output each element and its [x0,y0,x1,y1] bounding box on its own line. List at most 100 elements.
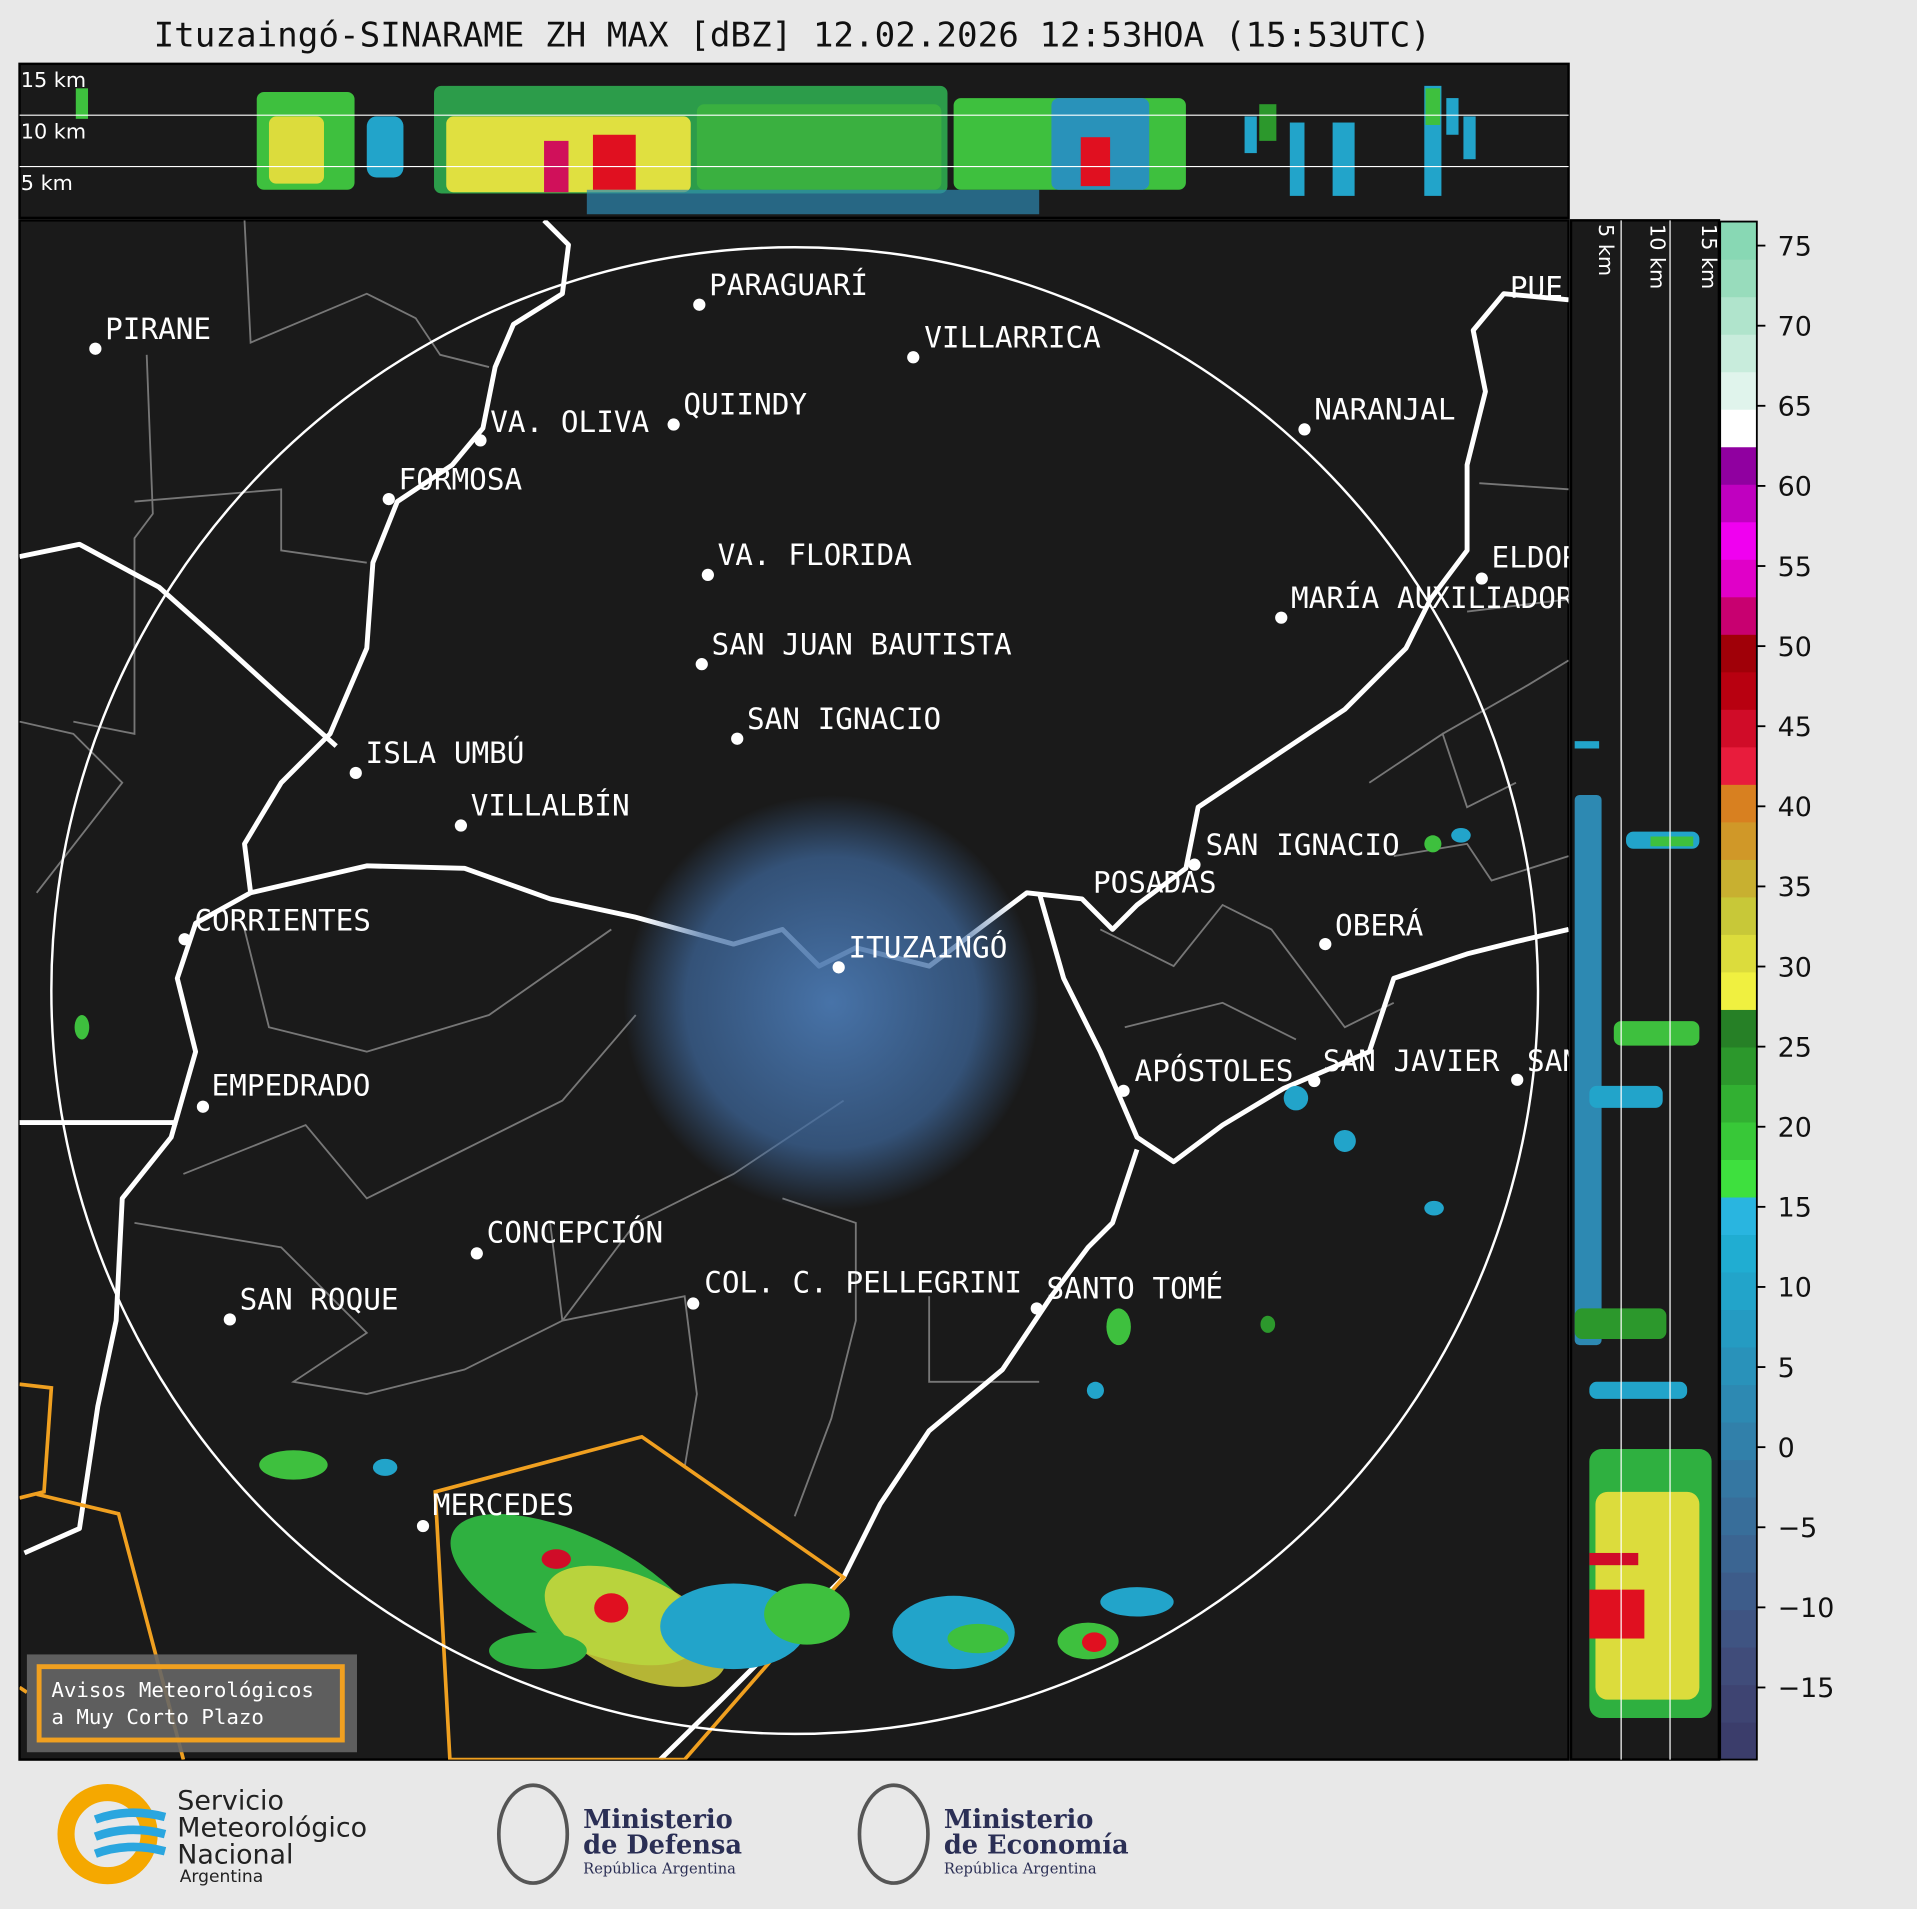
colorbar-band [1720,1421,1757,1461]
colorbar-band [1720,1009,1757,1048]
city-dot [416,1519,430,1533]
city-label: SAN [1527,1044,1580,1078]
city-label: VA. OLIVA [490,405,649,439]
city-label: PARAGUARÍ [709,267,868,302]
side-height-label: 15 km [1697,224,1721,289]
city-dot [693,298,706,311]
colorbar-band [1720,1046,1757,1085]
city-label: SAN ROQUE [240,1283,399,1317]
echoes [74,827,1471,1687]
colorbar-tick-label: 15 [1778,1193,1812,1224]
colorbar-band [1720,446,1757,485]
colorbar-band [1720,1496,1757,1536]
colorbar-band [1720,371,1757,410]
city-label: COL. C. PELLEGRINI [704,1266,1022,1300]
colorbar-band [1720,484,1757,523]
city-dot [89,342,102,355]
logo-smn: Servicio Meteorológico Nacional Argentin… [57,1784,367,1887]
city-label: ITUZAINGÓ [848,929,1007,965]
colorbar-band [1720,709,1757,748]
city-dot [1511,1073,1524,1086]
city-dot [1319,937,1332,951]
city-label: EMPEDRADO [212,1069,371,1103]
colorbar-band [1720,596,1757,635]
city-label: FORMOSA [399,462,523,496]
logo-text: de Economía [944,1831,1129,1861]
colorbar-tick-label: 50 [1778,632,1812,663]
admin-borders [19,220,1569,1517]
city-dot [701,568,714,582]
logo-text: República Argentina [583,1860,736,1877]
city-label: SANTO TOMÉ [1047,1271,1224,1306]
city-label: OBERÁ [1335,908,1424,943]
logo-economia: Ministerio de Economía República Argenti… [857,1783,1129,1885]
city-label: CORRIENTES [194,904,371,938]
colorbar-band [1720,1234,1757,1273]
colorbar-band [1720,1346,1757,1386]
city-label: PIRANE [105,312,211,346]
colorbar-band [1720,1121,1757,1160]
colorbar-band [1720,1159,1757,1198]
city-dot [731,732,744,745]
city-label: SAN JUAN BAUTISTA [712,627,1013,661]
colorbar-band [1720,521,1757,560]
city-label: ELDOR [1492,541,1581,575]
side-height-label: 5 km [1594,224,1618,276]
colorbar-band [1720,896,1757,935]
logo-text: Meteorológico [177,1813,367,1844]
city-dot [1275,611,1288,624]
colorbar-tick-label: 35 [1778,872,1812,903]
colorbar-band [1720,559,1757,598]
city-label: APÓSTOLES [1135,1052,1294,1088]
city-label: SAN IGNACIO [1205,828,1399,862]
colorbar-band [1720,859,1757,898]
colorbar-band [1720,1084,1757,1123]
smn-waves [93,1808,167,1858]
colorbar-tick-label: 20 [1778,1113,1812,1144]
city-label: VA. FLORIDA [718,538,913,572]
emblem [857,1783,930,1885]
city-dot [687,1297,700,1310]
logo-text: Ministerio [583,1805,733,1835]
logo-text: República Argentina [944,1860,1097,1877]
colorbar-tick-label: 30 [1778,952,1812,983]
colorbar-band [1720,1196,1757,1236]
city-dot [223,1313,236,1326]
city-dot [1117,1084,1130,1097]
city-dot [454,819,468,832]
colorbar-frame [1719,220,1758,1761]
colorbar-tick-label: −5 [1778,1513,1818,1544]
city-dot [470,1247,483,1260]
colorbar-band [1720,1534,1757,1573]
colorbar-band [1720,296,1757,335]
colorbar-tick-label: 45 [1778,712,1812,743]
city-layer: PARAGUARÍ VILLARRICA PIRANE QUIINDY VA. OLIV… [89,267,1581,1533]
colorbar-band [1720,1459,1757,1498]
colorbar-band [1720,671,1757,710]
warning-box-text: Avisos Meteorológicos [51,1678,314,1702]
colorbar-tick-label: 70 [1778,311,1812,342]
city-label: QUIINDY [683,388,807,422]
warning-box-frame[interactable] [36,1664,345,1743]
city-label: POSADAS [1093,866,1217,900]
colorbar-tick-label: 55 [1778,552,1812,583]
logo-text: Servicio [177,1786,284,1817]
colorbar-tick-label: 10 [1778,1273,1812,1304]
colorbar-band [1720,1271,1757,1311]
colorbar-band [1720,1572,1757,1611]
city-label: MERCEDES [433,1488,574,1522]
colorbar-band [1720,634,1757,673]
colorbar-band [1720,409,1757,448]
colorbar-tick-label: 5 [1778,1353,1795,1384]
title: Ituzaingó-SINARAME ZH MAX [dBZ] 12.02.20… [154,16,1431,56]
radar-range-ring [50,246,1540,1736]
city-dot [178,933,191,946]
city-label: CONCEPCIÓN [487,1213,664,1249]
colorbar-band [1720,821,1757,860]
top-height-label: 10 km [21,119,86,143]
colorbar-band [1720,334,1757,373]
city-dot [196,1100,210,1113]
city-label: SAN IGNACIO [747,702,941,736]
side-height-label: 10 km [1645,224,1669,289]
